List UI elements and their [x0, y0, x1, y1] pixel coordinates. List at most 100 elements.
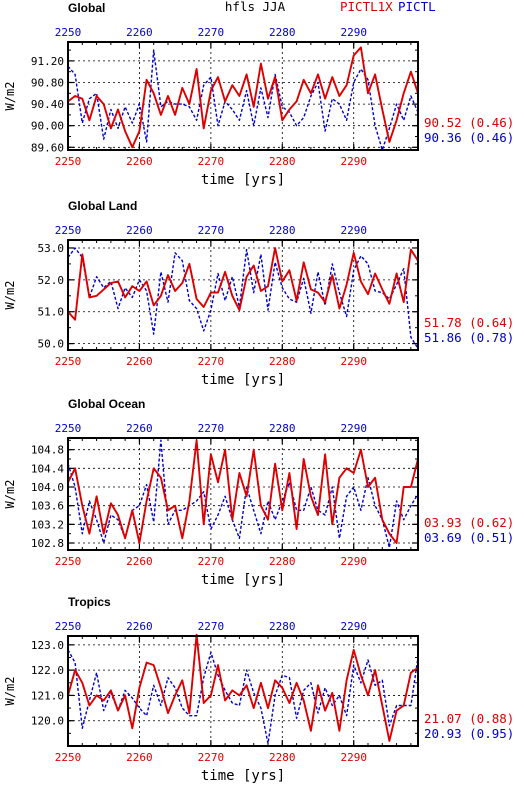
x-tick-label-bottom: 2280 — [269, 555, 296, 568]
y-tick-label: 91.20 — [31, 55, 64, 68]
panel-title: Global Land — [68, 199, 137, 213]
panel-1: Global 2250 2250 2260 2260 2270 2270 2280 2280 22… — [3, 1, 514, 188]
y-tick-label: 123.0 — [31, 639, 64, 652]
y-tick-label: 120.0 — [31, 715, 64, 728]
x-tick-label-bottom: 2270 — [198, 355, 225, 368]
x-tick-label-bottom: 2270 — [198, 555, 225, 568]
y-tick-label: 52.0 — [38, 274, 65, 287]
x-tick-label-bottom: 2250 — [55, 155, 82, 168]
x-tick-label-top: 2270 — [198, 224, 225, 237]
plot-frame — [67, 41, 419, 151]
x-tick-label-top: 2290 — [340, 620, 367, 633]
x-tick-label-top: 2280 — [269, 422, 296, 435]
x-tick-label-top: 2260 — [126, 224, 153, 237]
x-tick-label-bottom: 2260 — [126, 555, 153, 568]
x-tick-label-top: 2260 — [126, 422, 153, 435]
stat-label: 51.86 (0.78) — [424, 330, 514, 345]
x-tick-label-bottom: 2290 — [340, 555, 367, 568]
y-tick-label: 51.0 — [38, 306, 65, 319]
y-tick-label: 90.40 — [31, 98, 64, 111]
series-label-pictl1x: PICTL1X — [340, 0, 393, 14]
y-tick-label: 89.60 — [31, 141, 64, 154]
series-line-pictl1x — [67, 247, 419, 321]
series-line-pictl1x — [67, 633, 419, 742]
y-tick-label: 90.80 — [31, 77, 64, 90]
x-tick-label-bottom: 2290 — [340, 155, 367, 168]
series-label-pictl: PICTL — [398, 0, 436, 14]
x-tick-label-bottom: 2270 — [198, 155, 225, 168]
x-tick-label-top: 2280 — [269, 26, 296, 39]
panels: Global 2250 2250 2260 2260 2270 2270 2280 2280 22… — [3, 1, 514, 784]
x-tick-label-top: 2290 — [340, 26, 367, 39]
x-tick-label-top: 2280 — [269, 620, 296, 633]
panel-title: Global — [68, 1, 105, 15]
x-tick-label-top: 2250 — [55, 422, 82, 435]
x-tick-label-top: 2270 — [198, 422, 225, 435]
x-tick-label-top: 2280 — [269, 224, 296, 237]
y-axis-label: W/m2 — [3, 281, 17, 310]
panel-3: Global Ocean 2250 2250 2260 2260 2270 2270 2280… — [3, 397, 514, 588]
variable-header: hfls JJA — [225, 0, 286, 14]
y-axis-label: W/m2 — [3, 677, 17, 706]
x-tick-label-bottom: 2290 — [340, 751, 367, 764]
series-line-pictl1x — [67, 439, 419, 544]
panel-title: Global Ocean — [68, 397, 145, 411]
x-tick-label-bottom: 2250 — [55, 555, 82, 568]
x-tick-label-top: 2270 — [198, 620, 225, 633]
x-tick-label-top: 2290 — [340, 224, 367, 237]
panel-4: Tropics 2250 2250 2260 2260 2270 2270 2280 2280 2… — [3, 595, 514, 784]
y-tick-label: 50.0 — [38, 338, 65, 351]
x-tick-label-bottom: 2260 — [126, 155, 153, 168]
y-tick-label: 104.8 — [31, 444, 64, 457]
series-line-pictl1x — [67, 46, 419, 149]
y-tick-label: 104.0 — [31, 481, 64, 494]
stat-label: 21.07 (0.88) — [424, 711, 514, 726]
stat-label: 90.52 (0.46) — [424, 115, 514, 130]
x-tick-label-bottom: 2250 — [55, 355, 82, 368]
x-tick-label-bottom: 2260 — [126, 751, 153, 764]
y-tick-label: 53.0 — [38, 242, 65, 255]
plot-frame — [67, 437, 419, 551]
x-tick-label-bottom: 2250 — [55, 751, 82, 764]
x-axis-label: time [yrs] — [201, 172, 285, 188]
x-tick-label-top: 2250 — [55, 26, 82, 39]
y-tick-label: 102.8 — [31, 537, 64, 550]
series-line-pictl — [67, 439, 419, 549]
x-axis-label: time [yrs] — [201, 372, 285, 388]
y-tick-label: 104.4 — [31, 462, 64, 475]
x-tick-label-top: 2250 — [55, 620, 82, 633]
series-line-pictl — [67, 247, 419, 349]
x-tick-label-bottom: 2280 — [269, 751, 296, 764]
x-tick-label-bottom: 2280 — [269, 355, 296, 368]
stat-label: 03.69 (0.51) — [424, 530, 514, 545]
x-tick-label-top: 2270 — [198, 26, 225, 39]
y-axis-label: W/m2 — [3, 480, 17, 509]
x-tick-label-top: 2290 — [340, 422, 367, 435]
x-tick-label-bottom: 2290 — [340, 355, 367, 368]
y-tick-label: 122.0 — [31, 664, 64, 677]
y-tick-label: 103.6 — [31, 500, 64, 513]
panel-title: Tropics — [68, 595, 111, 609]
x-axis-label: time [yrs] — [201, 768, 285, 784]
series-line-pictl — [67, 49, 419, 151]
y-tick-label: 121.0 — [31, 689, 64, 702]
series-line-pictl — [67, 649, 419, 745]
x-axis-label: time [yrs] — [201, 572, 285, 588]
x-tick-label-top: 2260 — [126, 620, 153, 633]
x-tick-label-bottom: 2280 — [269, 155, 296, 168]
stat-label: 03.93 (0.62) — [424, 515, 514, 530]
y-tick-label: 103.2 — [31, 518, 64, 531]
x-tick-label-bottom: 2270 — [198, 751, 225, 764]
x-tick-label-top: 2260 — [126, 26, 153, 39]
plot-frame — [67, 239, 419, 351]
x-tick-label-top: 2250 — [55, 224, 82, 237]
stat-label: 90.36 (0.46) — [424, 130, 514, 145]
stat-label: 20.93 (0.95) — [424, 726, 514, 741]
y-axis-label: W/m2 — [3, 82, 17, 111]
y-tick-label: 90.00 — [31, 120, 64, 133]
stat-label: 51.78 (0.64) — [424, 315, 514, 330]
x-tick-label-bottom: 2260 — [126, 355, 153, 368]
panel-2: Global Land 2250 2250 2260 2260 2270 2270 2280 2… — [3, 199, 514, 388]
plot-frame — [67, 635, 419, 747]
